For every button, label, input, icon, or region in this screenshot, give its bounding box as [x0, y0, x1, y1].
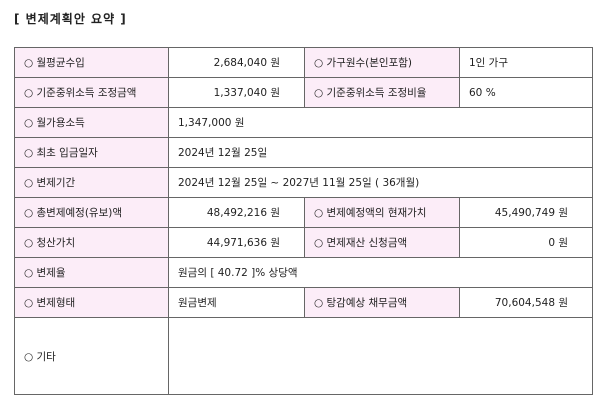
- table-row: ○ 월평균수입 2,684,040 원 ○ 가구원수(본인포함) 1인 가구: [14, 47, 593, 78]
- bullet-icon: ○: [314, 57, 324, 69]
- label-text: 월평균수입: [36, 57, 85, 69]
- bullet-icon: ○: [314, 297, 324, 309]
- label-text: 청산가치: [36, 237, 76, 249]
- label-text: 변제예정액의 현재가치: [326, 207, 427, 219]
- label-text: 변제율: [36, 267, 66, 279]
- bullet-icon: ○: [314, 87, 324, 99]
- bullet-icon: ○: [24, 57, 34, 69]
- label-text: 탕감예상 채무금액: [326, 297, 408, 309]
- repayment-rate-value: 원금의 [ 40.72 ]% 상당액: [168, 257, 593, 288]
- repayment-type-label: ○ 변제형태: [14, 287, 169, 318]
- exempt-property-value: 0 원: [459, 227, 593, 258]
- label-text: 기준중위소득 조정비율: [326, 87, 427, 99]
- bullet-icon: ○: [24, 147, 34, 159]
- bullet-icon: ○: [24, 207, 34, 219]
- total-repayment-label: ○ 총변제예정(유보)액: [14, 197, 169, 228]
- present-value-value: 45,490,749 원: [459, 197, 593, 228]
- liquidation-value-label: ○ 청산가치: [14, 227, 169, 258]
- median-adjusted-amount-value: 1,337,040 원: [168, 77, 305, 108]
- label-text: 기타: [36, 350, 56, 363]
- bullet-icon: ○: [24, 87, 34, 99]
- first-payment-date-label: ○ 최초 입금일자: [14, 137, 169, 168]
- label-text: 총변제예정(유보)액: [36, 207, 122, 219]
- repayment-plan-summary-table: ○ 월평균수입 2,684,040 원 ○ 가구원수(본인포함) 1인 가구 ○…: [14, 47, 593, 395]
- label-text: 월가용소득: [36, 117, 85, 129]
- monthly-income-value: 2,684,040 원: [168, 47, 305, 78]
- table-row: ○ 최초 입금일자 2024년 12월 25일: [14, 137, 593, 168]
- first-payment-date-value: 2024년 12월 25일: [168, 137, 593, 168]
- table-row: ○ 변제율 원금의 [ 40.72 ]% 상당액: [14, 257, 593, 288]
- household-value: 1인 가구: [459, 47, 593, 78]
- total-repayment-value: 48,492,216 원: [168, 197, 305, 228]
- disposable-income-label: ○ 월가용소득: [14, 107, 169, 138]
- table-row: ○ 변제기간 2024년 12월 25일 ~ 2027년 11월 25일 ( 3…: [14, 167, 593, 198]
- label-text: 기준중위소득 조정금액: [36, 87, 137, 99]
- median-adjusted-amount-label: ○ 기준중위소득 조정금액: [14, 77, 169, 108]
- section-title: [ 변제계획안 요약 ]: [14, 12, 127, 26]
- bullet-icon: ○: [24, 177, 34, 189]
- repayment-type-value: 원금변제: [168, 287, 305, 318]
- other-value: [168, 317, 593, 395]
- bullet-icon: ○: [314, 237, 324, 249]
- household-label: ○ 가구원수(본인포함): [304, 47, 460, 78]
- table-row: ○ 변제형태 원금변제 ○ 탕감예상 채무금액 70,604,548 원: [14, 287, 593, 318]
- repayment-period-label: ○ 변제기간: [14, 167, 169, 198]
- table-row: ○ 기타: [14, 317, 593, 395]
- table-row: ○ 월가용소득 1,347,000 원: [14, 107, 593, 138]
- monthly-income-label: ○ 월평균수입: [14, 47, 169, 78]
- table-row: ○ 기준중위소득 조정금액 1,337,040 원 ○ 기준중위소득 조정비율 …: [14, 77, 593, 108]
- bullet-icon: ○: [24, 297, 34, 309]
- disposable-income-value: 1,347,000 원: [168, 107, 593, 138]
- expected-debt-value: 70,604,548 원: [459, 287, 593, 318]
- exempt-property-label: ○ 면제재산 신청금액: [304, 227, 460, 258]
- repayment-rate-label: ○ 변제율: [14, 257, 169, 288]
- bullet-icon: ○: [314, 207, 324, 219]
- label-text: 가구원수(본인포함): [326, 57, 412, 69]
- label-text: 최초 입금일자: [36, 147, 98, 159]
- expected-debt-label: ○ 탕감예상 채무금액: [304, 287, 460, 318]
- label-text: 면제재산 신청금액: [326, 237, 408, 249]
- label-text: 변제기간: [36, 177, 76, 189]
- median-adjusted-ratio-label: ○ 기준중위소득 조정비율: [304, 77, 460, 108]
- liquidation-value-value: 44,971,636 원: [168, 227, 305, 258]
- present-value-label: ○ 변제예정액의 현재가치: [304, 197, 460, 228]
- table-row: ○ 총변제예정(유보)액 48,492,216 원 ○ 변제예정액의 현재가치 …: [14, 197, 593, 228]
- median-adjusted-ratio-value: 60 %: [459, 77, 593, 108]
- bullet-icon: ○: [24, 117, 34, 129]
- table-row: ○ 청산가치 44,971,636 원 ○ 면제재산 신청금액 0 원: [14, 227, 593, 258]
- bullet-icon: ○: [24, 267, 34, 279]
- repayment-period-value: 2024년 12월 25일 ~ 2027년 11월 25일 ( 36개월): [168, 167, 593, 198]
- bullet-icon: ○: [24, 350, 34, 363]
- bullet-icon: ○: [24, 237, 34, 249]
- label-text: 변제형태: [36, 297, 76, 309]
- other-label: ○ 기타: [14, 317, 169, 395]
